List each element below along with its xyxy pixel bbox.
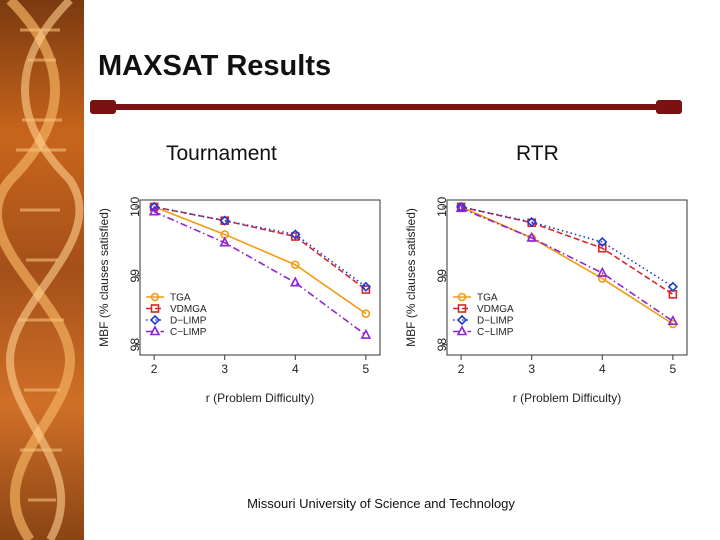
slide-title: MAXSAT Results <box>98 50 332 82</box>
data-point <box>597 243 607 253</box>
data-point <box>148 205 160 216</box>
title-divider-right-cap <box>656 100 682 114</box>
y-axis-label: MBF (% clauses satisfied) <box>97 208 111 347</box>
y-tick-label: 98 <box>128 338 142 352</box>
y-tick-label: 99 <box>435 269 449 283</box>
plot-frame <box>139 199 381 356</box>
x-tick-label: 4 <box>292 362 299 376</box>
chart-rtr: 2 3 4 5 98 99 100 r (Problem Difficulty) MBF (% … <box>404 197 688 405</box>
legend-label: VDMGA <box>170 304 207 315</box>
series-line-climp <box>153 210 367 336</box>
y-tick-label: 99 <box>128 269 142 283</box>
y-tick-label: 100 <box>435 197 449 217</box>
data-point <box>597 274 607 283</box>
legend-marker <box>457 292 467 302</box>
data-point <box>219 215 230 226</box>
data-point <box>290 229 301 240</box>
data-point <box>219 236 231 247</box>
series-line-tga <box>460 206 674 325</box>
y-tick-label: 98 <box>435 338 449 352</box>
footer-text: Missouri University of Science and Techn… <box>247 496 515 511</box>
legend-marker <box>150 292 160 302</box>
data-point <box>148 201 160 213</box>
chart-tournament: 2 3 4 5 98 99 100 r (Problem Difficulty) MBF (% … <box>97 197 381 405</box>
legend-marker <box>149 314 161 326</box>
chart-title-rtr: RTR <box>516 142 559 165</box>
chart-title-tournament: Tournament <box>166 142 277 165</box>
title-divider <box>92 104 682 110</box>
x-tick-label: 3 <box>221 362 228 376</box>
x-tick-label: 5 <box>670 362 677 376</box>
data-point <box>290 232 300 241</box>
data-point <box>290 260 300 270</box>
data-point <box>361 309 371 318</box>
title-divider-left-cap <box>90 100 116 114</box>
dna-helix-icon <box>0 0 84 540</box>
legend-label: C−LIMP <box>477 327 514 338</box>
data-point <box>596 266 608 277</box>
series-line-tga <box>153 206 367 315</box>
x-axis-label: r (Problem Difficulty) <box>206 391 314 405</box>
data-point <box>361 285 371 294</box>
legend-marker <box>457 304 467 313</box>
data-point <box>526 231 538 242</box>
y-tick-label: 100 <box>128 197 142 217</box>
x-tick-label: 2 <box>151 362 158 376</box>
legend-label: D−LIMP <box>170 316 207 327</box>
data-point <box>526 216 537 228</box>
series-line-dlimp <box>460 206 674 288</box>
legend-marker <box>456 325 468 336</box>
legend-label: TGA <box>170 293 191 304</box>
legend-label: TGA <box>477 293 498 304</box>
legend-label: C−LIMP <box>170 327 207 338</box>
data-point <box>455 202 467 213</box>
data-point <box>360 281 372 292</box>
data-point <box>289 276 301 287</box>
x-tick-label: 4 <box>599 362 606 376</box>
legend-label: VDMGA <box>477 304 514 315</box>
data-point <box>667 315 679 326</box>
legend-marker <box>456 314 468 326</box>
data-point <box>667 281 679 292</box>
x-tick-label: 5 <box>363 362 370 376</box>
legend-marker <box>150 304 160 313</box>
y-axis-label: MBF (% clauses satisfied) <box>404 208 418 347</box>
legend-label: D−LIMP <box>477 316 514 327</box>
x-axis-label: r (Problem Difficulty) <box>513 391 621 405</box>
legend-marker <box>149 325 161 336</box>
x-tick-label: 3 <box>528 362 535 376</box>
dna-sidebar <box>0 0 84 540</box>
data-point <box>597 236 608 248</box>
series-line-vdmga <box>153 206 367 291</box>
data-point <box>360 328 372 339</box>
x-tick-label: 2 <box>458 362 465 376</box>
